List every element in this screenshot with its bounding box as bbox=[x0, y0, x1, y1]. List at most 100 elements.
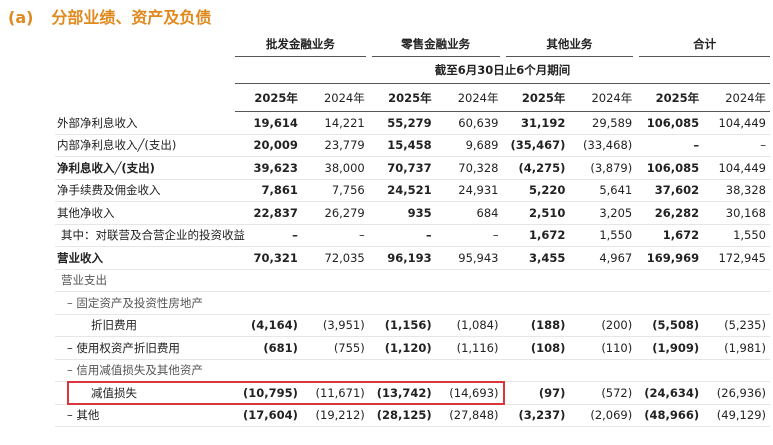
cell-value: (681) bbox=[235, 336, 302, 360]
cell-value bbox=[301, 269, 369, 292]
cell-value: – bbox=[636, 134, 704, 157]
cell-value: (19,212) bbox=[301, 404, 369, 427]
cell-value: 1,672 bbox=[636, 224, 704, 247]
year-header: 2025年 bbox=[502, 83, 570, 112]
year-header: 2024年 bbox=[569, 83, 637, 112]
cell-value: (200) bbox=[569, 314, 637, 337]
cell-value: 3,455 bbox=[502, 246, 570, 270]
cell-value: 72,035 bbox=[301, 246, 369, 270]
cell-value: (1,116) bbox=[435, 336, 503, 360]
blank bbox=[55, 32, 235, 57]
period-row: 截至6月30日止6个月期间 bbox=[55, 56, 770, 84]
table-row: – 固定资产及投资性房地产 bbox=[55, 291, 770, 315]
year-header: 2025年 bbox=[235, 83, 302, 112]
row-label: 营业支出 bbox=[55, 269, 235, 292]
cell-value bbox=[502, 269, 570, 292]
cell-value: 2,510 bbox=[502, 201, 570, 225]
group-header: 其他业务 bbox=[499, 32, 637, 57]
cell-value: (4,275) bbox=[502, 156, 570, 180]
group-header: 批发金融业务 bbox=[235, 32, 369, 57]
table-row: 折旧费用 (4,164) (3,951) (1,156) (1,084) (188) (20… bbox=[55, 314, 770, 337]
cell-value: – bbox=[235, 224, 302, 247]
highlight-box bbox=[67, 380, 505, 405]
table-row: 其中：对联营及合营企业的投资收益 – – – –1,672 1,550 1,672 1,550 bbox=[55, 224, 770, 247]
cell-value bbox=[235, 291, 302, 315]
cell-value: 95,943 bbox=[435, 246, 503, 270]
cell-value: (1,120) bbox=[368, 336, 436, 360]
cell-value bbox=[235, 359, 302, 382]
cell-value: 169,969 bbox=[636, 246, 704, 270]
cell-value: (4,164) bbox=[235, 314, 302, 337]
cell-value: (1,909) bbox=[636, 336, 704, 360]
cell-value: (1,084) bbox=[435, 314, 503, 337]
cell-value: 684 bbox=[435, 201, 503, 225]
table-row: 净利息收入╱(支出) 39,623 38,000 70,737 70,328 (4,275… bbox=[55, 156, 770, 180]
cell-value: 15,458 bbox=[368, 134, 436, 157]
cell-value: 96,193 bbox=[368, 246, 436, 270]
cell-value: 24,931 bbox=[435, 179, 503, 202]
year-header: 2024年 bbox=[435, 83, 503, 112]
cell-value: (3,237) bbox=[502, 404, 570, 427]
cell-value: (188) bbox=[502, 314, 570, 337]
cell-value: (3,951) bbox=[301, 314, 369, 337]
row-label: – 固定资产及投资性房地产 bbox=[55, 291, 235, 315]
row-label: – 其他 bbox=[55, 404, 235, 427]
table-row: 营业支出 bbox=[55, 269, 770, 292]
cell-value: (17,604) bbox=[235, 404, 302, 427]
cell-value: 38,328 bbox=[703, 179, 770, 202]
cell-value bbox=[569, 269, 637, 292]
row-label: 其中：对联营及合营企业的投资收益 bbox=[55, 224, 245, 247]
cell-value: 22,837 bbox=[235, 201, 302, 225]
cell-value: – bbox=[301, 224, 369, 247]
cell-value bbox=[301, 359, 369, 382]
blank bbox=[55, 84, 235, 112]
cell-value: 5,220 bbox=[502, 179, 570, 202]
cell-value: 14,221 bbox=[301, 111, 369, 135]
cell-value: 9,689 bbox=[435, 134, 503, 157]
cell-value: 37,602 bbox=[636, 179, 704, 202]
cell-value: 20,009 bbox=[235, 134, 302, 157]
table-row: – 信用减值损失及其他资产 bbox=[55, 359, 770, 382]
cell-value: 39,623 bbox=[235, 156, 302, 180]
cell-value: 70,737 bbox=[368, 156, 436, 180]
group-header: 零售金融业务 bbox=[365, 32, 503, 57]
cell-value: 30,168 bbox=[703, 201, 770, 225]
row-label: – 信用减值损失及其他资产 bbox=[55, 359, 235, 382]
blank bbox=[55, 57, 235, 84]
row-label: 其他净收入 bbox=[55, 201, 235, 225]
period-header: 截至6月30日止6个月期间 bbox=[235, 56, 770, 84]
row-label: 外部净利息收入 bbox=[55, 111, 235, 135]
cell-value: 1,550 bbox=[569, 224, 637, 247]
year-header: 2025年 bbox=[636, 83, 704, 112]
row-label: 营业收入 bbox=[55, 246, 235, 270]
cell-value: (5,508) bbox=[636, 314, 704, 337]
cell-value bbox=[368, 359, 436, 382]
year-row: 2025年 2024年 2025年 2024年 2025年 2024年 2025年 2024年 bbox=[55, 83, 770, 112]
cell-value: (24,634) bbox=[636, 381, 704, 405]
table-row: 内部净利息收入╱(支出) 20,009 23,779 15,458 9,689 (35,4… bbox=[55, 134, 770, 157]
cell-value: (35,467) bbox=[502, 134, 570, 157]
section-marker: (a) bbox=[8, 8, 34, 27]
cell-value: 19,614 bbox=[235, 111, 302, 135]
cell-value: 70,328 bbox=[435, 156, 503, 180]
cell-value bbox=[435, 291, 503, 315]
cell-value: (49,129) bbox=[703, 404, 770, 427]
cell-value bbox=[703, 359, 770, 382]
cell-value: (1,981) bbox=[703, 336, 770, 360]
cell-value: (5,235) bbox=[703, 314, 770, 337]
cell-value: (572) bbox=[569, 381, 637, 405]
cell-value: 24,521 bbox=[368, 179, 436, 202]
cell-value: 38,000 bbox=[301, 156, 369, 180]
section-title: (a) 分部业绩、资产及负债 bbox=[8, 4, 211, 28]
group-row: 批发金融业务 零售金融业务 其他业务 合计 bbox=[55, 32, 770, 57]
cell-value: (1,156) bbox=[368, 314, 436, 337]
cell-value: – bbox=[368, 224, 436, 247]
cell-value: (33,468) bbox=[569, 134, 637, 157]
section-text: 分部业绩、资产及负债 bbox=[51, 8, 212, 27]
cell-value: 70,321 bbox=[235, 246, 302, 270]
cell-value: (26,936) bbox=[703, 381, 770, 405]
cell-value: 1,672 bbox=[502, 224, 570, 247]
table-row: 营业收入 70,321 72,035 96,193 95,943 3,455 4,967 16… bbox=[55, 246, 770, 270]
table-row: 其他净收入 22,837 26,279 935 684 2,510 3,205 26,282 3… bbox=[55, 201, 770, 225]
cell-value: 31,192 bbox=[502, 111, 570, 135]
